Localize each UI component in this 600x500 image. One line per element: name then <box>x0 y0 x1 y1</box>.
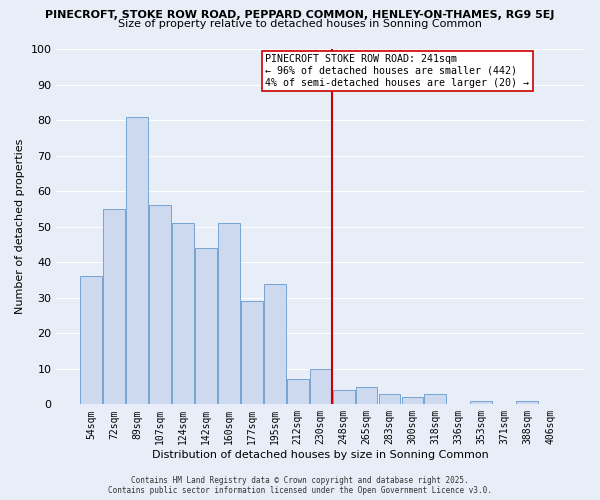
Bar <box>218 223 240 404</box>
Text: Contains HM Land Registry data © Crown copyright and database right 2025.
Contai: Contains HM Land Registry data © Crown c… <box>108 476 492 495</box>
Bar <box>516 401 538 404</box>
Text: PINECROFT, STOKE ROW ROAD, PEPPARD COMMON, HENLEY-ON-THAMES, RG9 5EJ: PINECROFT, STOKE ROW ROAD, PEPPARD COMMO… <box>46 10 554 20</box>
Bar <box>310 369 332 404</box>
Bar <box>470 401 492 404</box>
Y-axis label: Number of detached properties: Number of detached properties <box>15 139 25 314</box>
Bar <box>172 223 194 404</box>
Bar <box>287 380 308 404</box>
Bar <box>356 386 377 404</box>
Bar <box>195 248 217 404</box>
Text: Size of property relative to detached houses in Sonning Common: Size of property relative to detached ho… <box>118 19 482 29</box>
Bar <box>401 397 424 404</box>
Bar <box>424 394 446 404</box>
Bar <box>379 394 400 404</box>
Bar <box>127 116 148 405</box>
Bar <box>103 209 125 404</box>
Bar <box>241 302 263 405</box>
Text: PINECROFT STOKE ROW ROAD: 241sqm
← 96% of detached houses are smaller (442)
4% o: PINECROFT STOKE ROW ROAD: 241sqm ← 96% o… <box>265 54 529 88</box>
Bar <box>264 284 286 405</box>
Bar <box>80 276 102 404</box>
X-axis label: Distribution of detached houses by size in Sonning Common: Distribution of detached houses by size … <box>152 450 489 460</box>
Bar <box>333 390 355 404</box>
Bar <box>149 206 171 404</box>
